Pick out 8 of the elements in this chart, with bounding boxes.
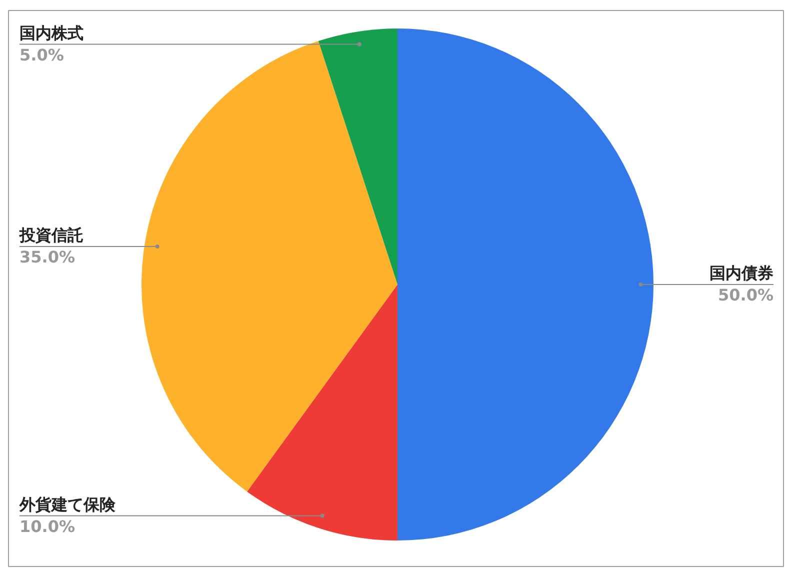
data-label: 50.0% [718, 286, 774, 304]
data-label: 5.0% [20, 45, 64, 64]
slice-label: 国内債券 [710, 264, 774, 282]
slice-label: 国内株式 [20, 23, 84, 42]
slice-label: 外貨建て保険 [18, 494, 116, 514]
slice-label: 投資信託 [18, 225, 84, 244]
data-label: 10.0% [20, 516, 76, 536]
data-label: 35.0% [20, 247, 76, 266]
